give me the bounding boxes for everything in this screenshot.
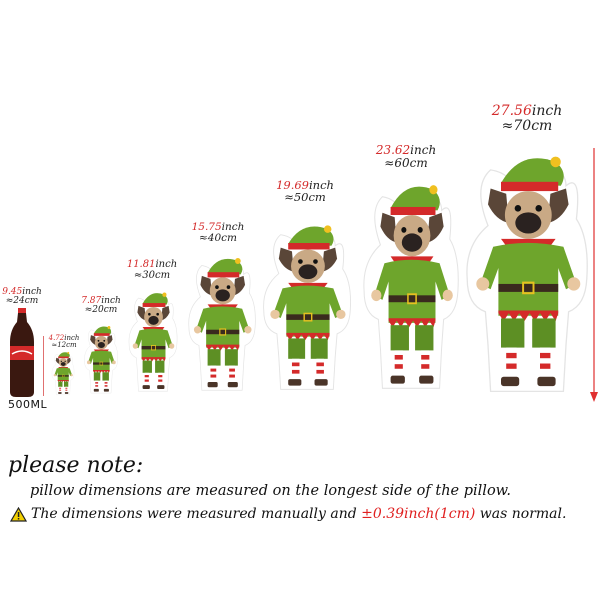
bottle-volume-label: 500ML <box>8 398 48 411</box>
bottle-size-label: 9.45inch ≈24cm <box>2 287 42 307</box>
elf-dog-pillow-image <box>186 252 258 394</box>
elf-dog-pillow-image <box>51 350 75 396</box>
pillow-size-label: 27.56inch ≈70cm <box>491 103 563 134</box>
pillow-size-label: 19.69inch ≈50cm <box>276 178 334 205</box>
pillow-size-label: 23.62inch ≈60cm <box>375 143 437 170</box>
pillow-size-label: 11.81inch ≈30cm <box>126 259 178 281</box>
elf-dog-pillow-image <box>462 146 592 398</box>
note-line-2: The dimensions were measured manually an… <box>10 506 566 522</box>
height-arrow-icon <box>590 148 598 402</box>
note-title: please note: <box>8 453 144 478</box>
soda-bottle-icon <box>10 308 34 397</box>
pillow-size-label: 4.72inch ≈12cm <box>48 334 80 350</box>
note-text-end: was normal. <box>475 506 567 522</box>
elf-dog-pillow-image <box>127 288 179 394</box>
note-text: The dimensions were measured manually an… <box>31 506 362 522</box>
warning-icon <box>10 506 27 522</box>
pillow-size-label: 15.75inch ≈40cm <box>191 221 245 245</box>
bottle-height-line <box>43 336 44 396</box>
elf-dog-pillow-image <box>360 176 462 394</box>
elf-dog-pillow-image <box>83 323 119 395</box>
elf-dog-pillow-image <box>260 218 354 394</box>
tolerance-value: ±0.39inch(1cm) <box>361 506 476 522</box>
note-line-1: pillow dimensions are measured on the lo… <box>30 483 511 499</box>
pillow-size-label: 7.87inch ≈20cm <box>81 296 121 316</box>
